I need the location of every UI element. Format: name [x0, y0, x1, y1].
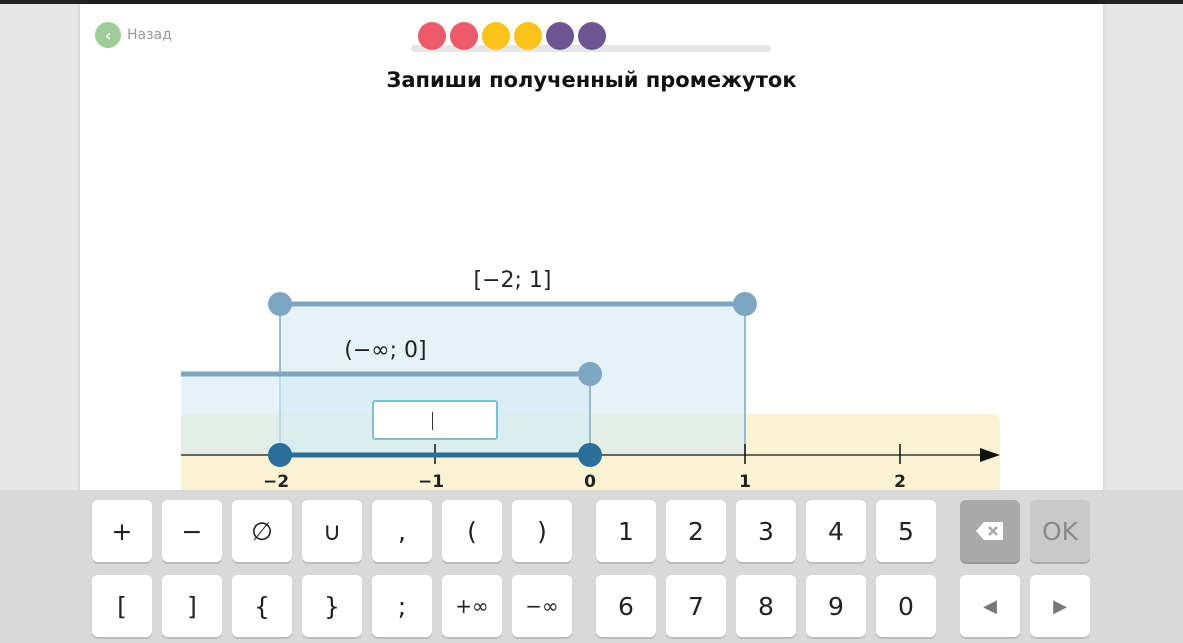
key-digit[interactable]: 6: [596, 575, 656, 637]
key-digit[interactable]: 8: [736, 575, 796, 637]
tick-label: −1: [418, 472, 444, 492]
progress-dot: [514, 22, 542, 50]
key-digit[interactable]: 3: [736, 500, 796, 562]
tick-label: 2: [894, 472, 906, 492]
key-symbol[interactable]: ;: [372, 575, 432, 637]
key-digit[interactable]: 0: [876, 575, 936, 637]
chevron-left-icon: ‹: [95, 22, 121, 48]
text-caret: [432, 412, 433, 430]
key-symbol[interactable]: ∪: [302, 500, 362, 562]
top-bar: [0, 0, 1183, 4]
axis-arrow: [980, 448, 1000, 462]
key-digit[interactable]: 5: [876, 500, 936, 562]
progress-dot: [450, 22, 478, 50]
key-symbol[interactable]: [: [92, 575, 152, 637]
ok-button[interactable]: OK: [1030, 500, 1090, 562]
cursor-right-key[interactable]: ▶: [1030, 575, 1090, 637]
key-symbol[interactable]: {: [232, 575, 292, 637]
interval-label: (−∞; 0]: [344, 338, 426, 363]
interval-endpoint: [578, 362, 602, 386]
back-button[interactable]: ‹ Назад: [95, 22, 172, 48]
result-endpoint: [578, 443, 602, 467]
key-symbol[interactable]: −: [162, 500, 222, 562]
answer-input[interactable]: [372, 400, 498, 440]
key-symbol[interactable]: −∞: [512, 575, 572, 637]
key-digit[interactable]: 2: [666, 500, 726, 562]
key-symbol[interactable]: ,: [372, 500, 432, 562]
key-digit[interactable]: 4: [806, 500, 866, 562]
progress-dot: [418, 22, 446, 50]
interval-label: [−2; 1]: [474, 268, 552, 293]
progress-dots: [418, 22, 606, 50]
tick-label: 1: [739, 472, 751, 492]
cursor-left-key[interactable]: ◀: [960, 575, 1020, 637]
key-symbol[interactable]: +: [92, 500, 152, 562]
backspace-key[interactable]: [960, 500, 1020, 562]
result-endpoint: [268, 443, 292, 467]
key-symbol[interactable]: ]: [162, 575, 222, 637]
key-digit[interactable]: 1: [596, 500, 656, 562]
key-symbol[interactable]: +∞: [442, 575, 502, 637]
interval-endpoint: [268, 292, 292, 316]
key-digit[interactable]: 9: [806, 575, 866, 637]
interval-endpoint: [733, 292, 757, 316]
tick-label: 0: [584, 472, 596, 492]
key-digit[interactable]: 7: [666, 575, 726, 637]
math-keyboard: + − ∅ ∪,() 1 2 3 4 5 []{}; +∞ −∞ 6 7 8 9 0 OK ◀ ▶: [0, 490, 1183, 643]
page-title: Запиши полученный промежуток: [386, 68, 797, 92]
progress-dot: [578, 22, 606, 50]
key-symbol[interactable]: (: [442, 500, 502, 562]
tick-label: −2: [263, 472, 289, 492]
backspace-icon: [976, 522, 1003, 540]
progress-dot: [546, 22, 574, 50]
key-symbol[interactable]: ): [512, 500, 572, 562]
key-symbol[interactable]: ∅: [232, 500, 292, 562]
back-label: Назад: [127, 27, 172, 43]
progress-dot: [482, 22, 510, 50]
key-symbol[interactable]: }: [302, 575, 362, 637]
